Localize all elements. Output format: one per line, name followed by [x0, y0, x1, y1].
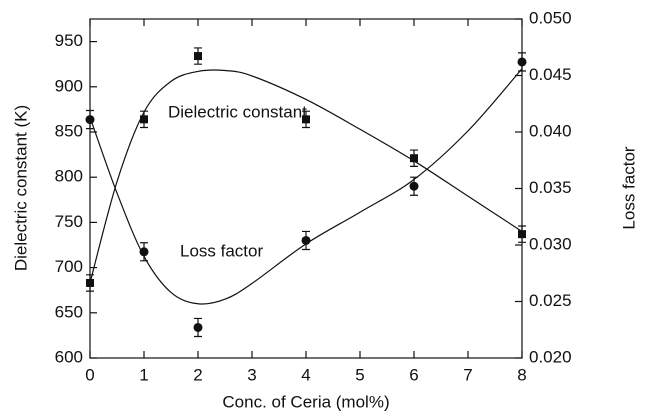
x-tick-label: 8	[517, 365, 526, 384]
y2-tick-label: 0.040	[529, 121, 572, 140]
y-tick-label: 650	[55, 302, 83, 321]
square-marker	[518, 230, 526, 239]
square-marker	[302, 115, 310, 124]
x-tick-label: 3	[247, 365, 256, 384]
x-tick-label: 7	[463, 365, 472, 384]
circle-marker	[139, 247, 149, 257]
y-tick-label: 850	[55, 121, 83, 140]
fit-curve	[89, 69, 523, 284]
square-marker	[410, 154, 418, 163]
circle-marker	[193, 322, 203, 332]
y2-tick-label: 0.030	[529, 234, 572, 253]
y-tick-label: 950	[55, 31, 83, 50]
circle-marker	[301, 235, 311, 245]
annotation: Dielectric constant	[168, 102, 307, 121]
square-marker	[140, 115, 148, 124]
y2-tick-label: 0.025	[529, 291, 572, 310]
x-axis-label: Conc. of Ceria (mol%)	[222, 392, 389, 411]
y2-tick-label: 0.035	[529, 178, 572, 197]
y-axis-label: Dielectric constant (K)	[11, 105, 30, 271]
y-tick-label: 900	[55, 76, 83, 95]
y-tick-label: 750	[55, 212, 83, 231]
square-marker	[86, 278, 94, 287]
fit-curve	[89, 68, 523, 305]
y2-tick-label: 0.050	[529, 8, 572, 27]
circle-marker	[409, 181, 419, 191]
y-tick-label: 800	[55, 167, 83, 186]
y-tick-label: 600	[55, 347, 83, 366]
y2-tick-label: 0.045	[529, 65, 572, 84]
square-marker	[194, 52, 202, 61]
x-tick-label: 4	[301, 365, 310, 384]
x-tick-label: 1	[139, 365, 148, 384]
x-tick-label: 0	[85, 365, 94, 384]
circle-marker	[85, 115, 95, 125]
circle-marker	[517, 57, 527, 67]
y2-tick-label: 0.020	[529, 347, 572, 366]
annotation: Loss factor	[180, 241, 263, 260]
x-tick-label: 2	[193, 365, 202, 384]
x-tick-label: 6	[409, 365, 418, 384]
y2-axis-label: Loss factor	[619, 146, 638, 229]
y-tick-label: 700	[55, 257, 83, 276]
x-tick-label: 5	[355, 365, 364, 384]
